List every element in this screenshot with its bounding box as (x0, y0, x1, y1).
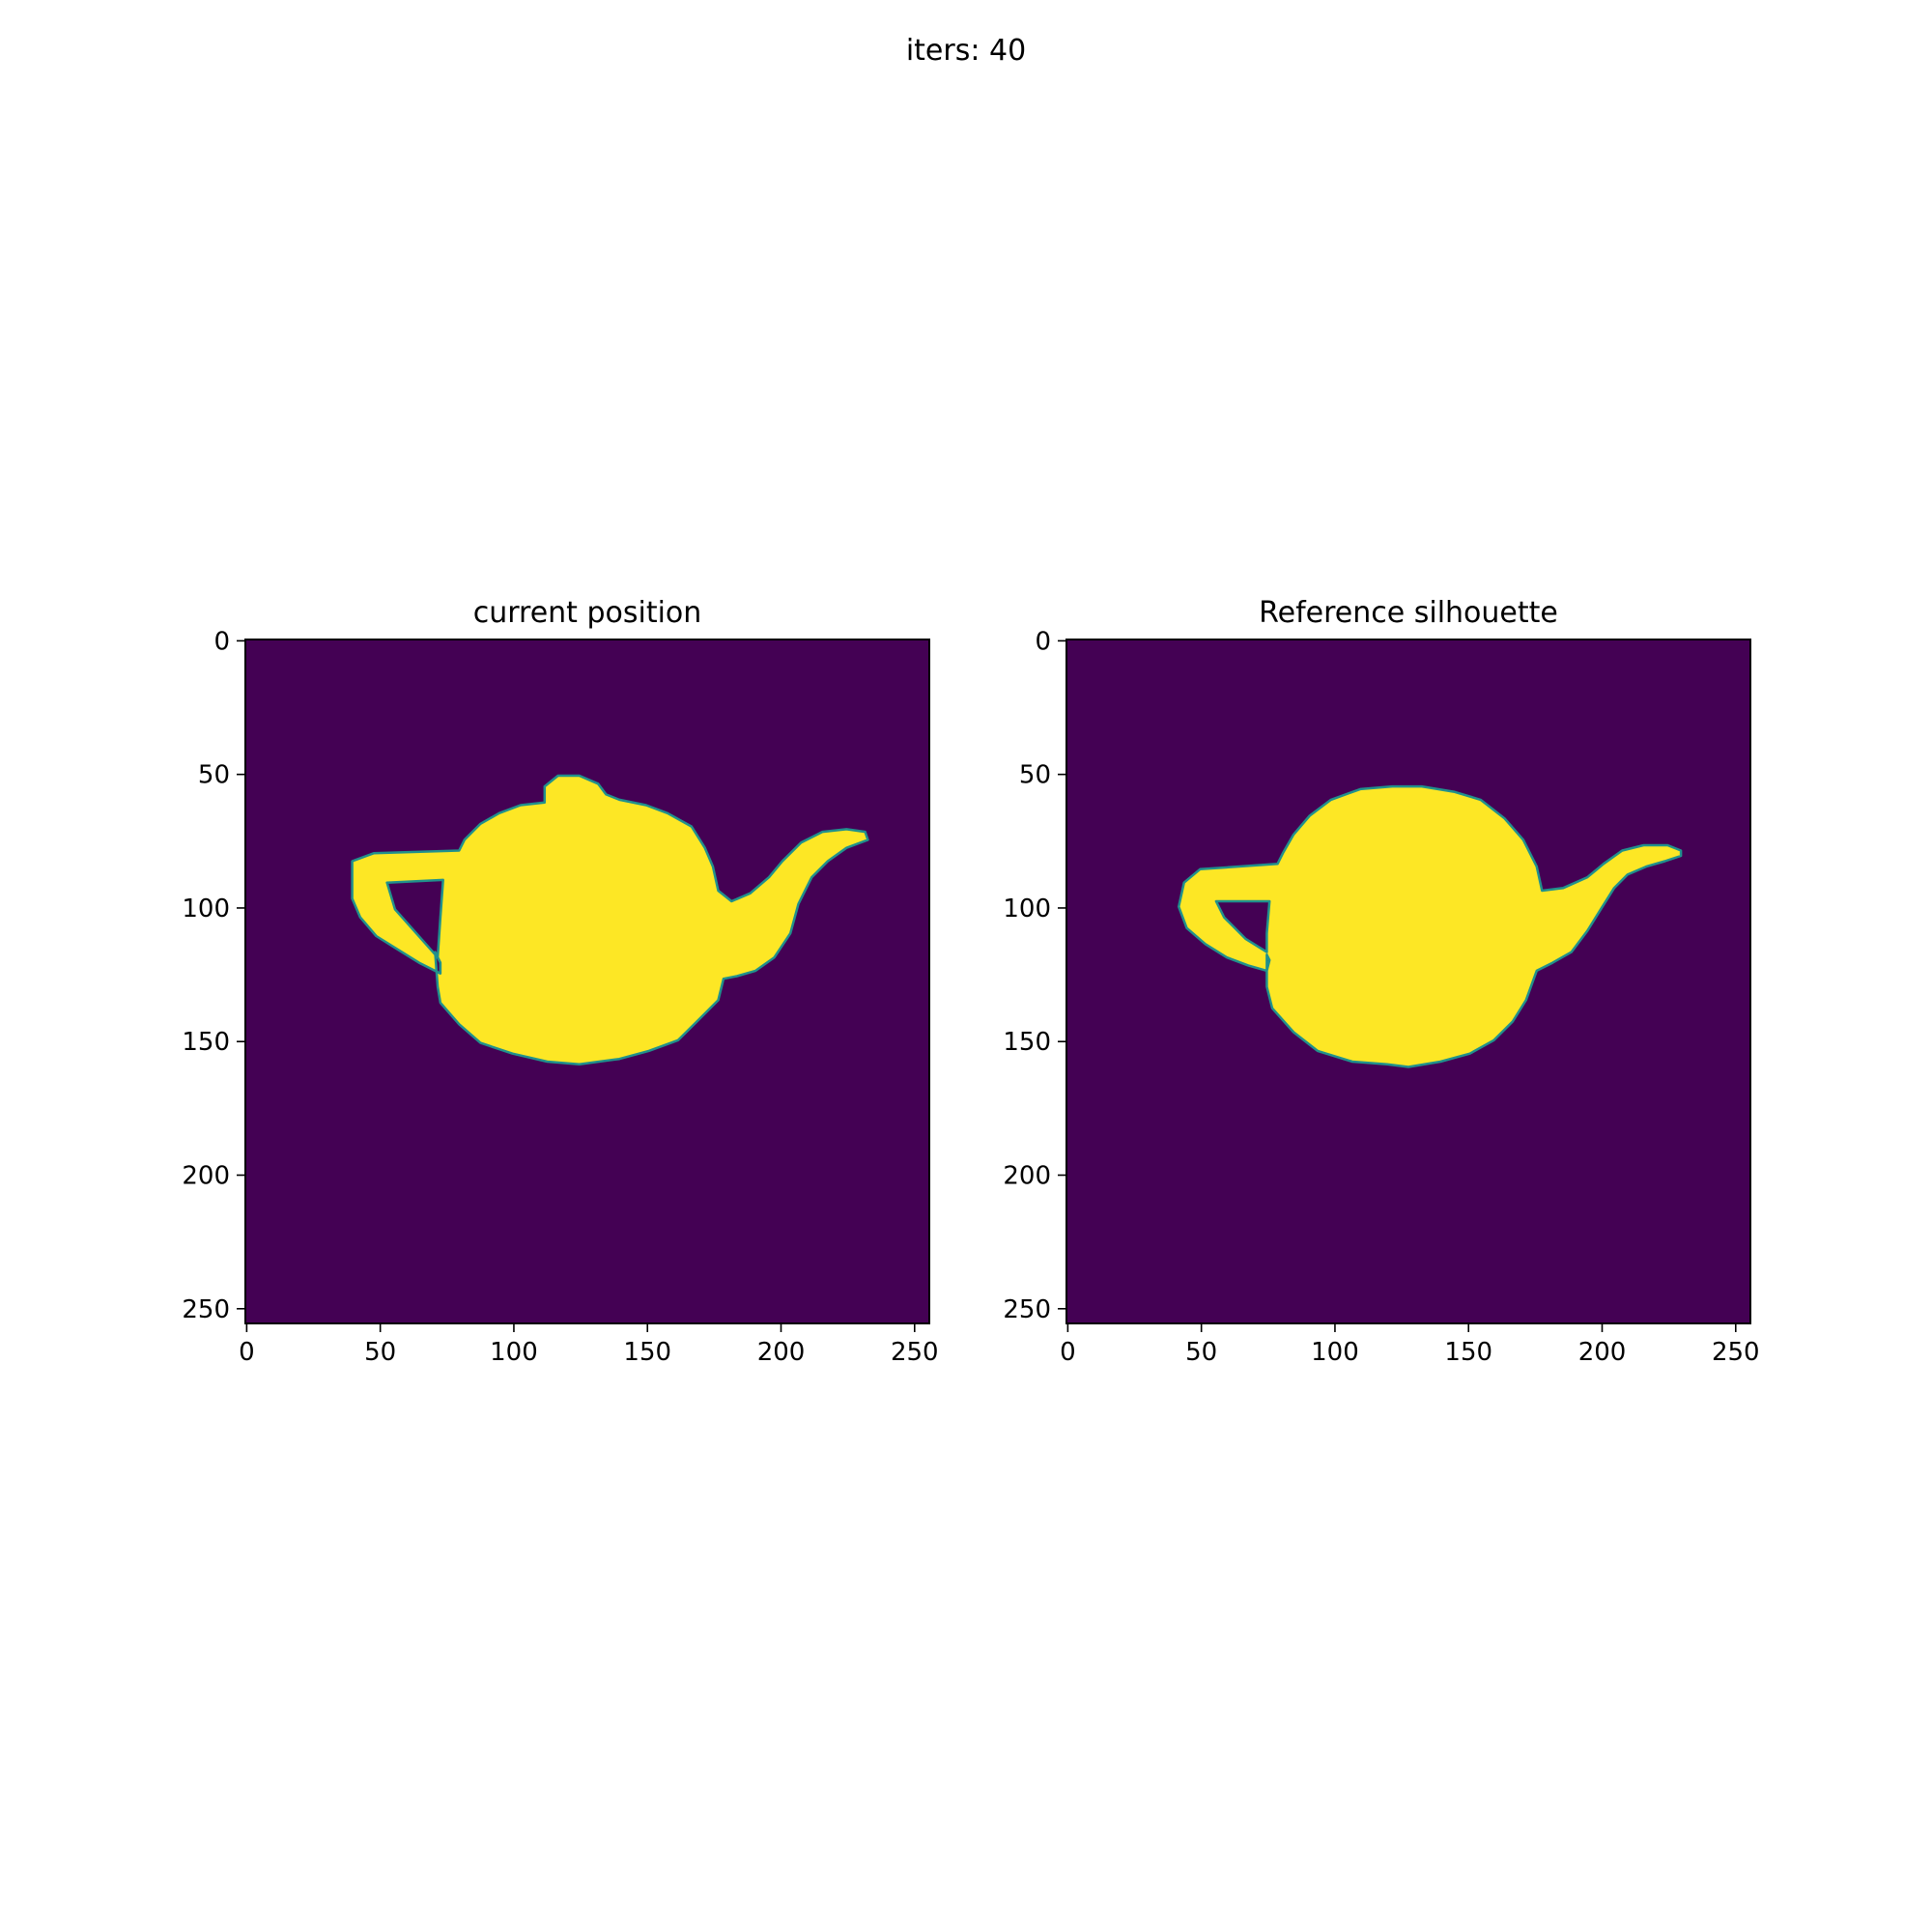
y-tick-label: 0 (213, 627, 230, 656)
teapot-silhouette (1177, 784, 1683, 1068)
figure-title: iters: 40 (906, 34, 1026, 68)
axes-frame (244, 639, 930, 1324)
y-tick-label: 150 (1003, 1028, 1051, 1057)
y-tick-label: 250 (182, 1295, 230, 1324)
x-tick-label: 250 (891, 1338, 939, 1367)
x-tick-label: 200 (757, 1338, 806, 1367)
x-tick-label: 200 (1578, 1338, 1627, 1367)
subplot-1: current position 0 50 100 150 200 250 0 50 100 150… (182, 596, 938, 1367)
y-tick-label: 50 (198, 761, 230, 790)
x-tick-label: 150 (1444, 1338, 1492, 1367)
subplots: current position 0 50 100 150 200 250 0 50 100 150… (182, 596, 1759, 1367)
axes-frame (1065, 639, 1751, 1324)
x-tick-label: 150 (623, 1338, 671, 1367)
x-tick-label: 250 (1712, 1338, 1760, 1367)
subplot-2: Reference silhouette 0 50 100 150 200 250 0 50 10… (1003, 596, 1759, 1367)
x-tick-label: 50 (1185, 1338, 1217, 1367)
subplot-title: Reference silhouette (1259, 596, 1558, 630)
x-tick-label: 0 (239, 1338, 255, 1367)
x-tick-label: 50 (364, 1338, 396, 1367)
x-tick-label: 0 (1060, 1338, 1076, 1367)
y-tick-label: 100 (1003, 895, 1051, 923)
subplot-title: current position (473, 596, 702, 630)
y-tick-label: 0 (1035, 627, 1051, 656)
x-tick-label: 100 (1311, 1338, 1359, 1367)
y-tick-label: 250 (1003, 1295, 1051, 1324)
y-tick-label: 200 (182, 1162, 230, 1191)
teapot-silhouette (351, 774, 869, 1065)
x-tick-label: 100 (490, 1338, 538, 1367)
y-tick-label: 100 (182, 895, 230, 923)
y-tick-label: 50 (1019, 761, 1051, 790)
y-tick-label: 150 (182, 1028, 230, 1057)
y-tick-label: 200 (1003, 1162, 1051, 1191)
